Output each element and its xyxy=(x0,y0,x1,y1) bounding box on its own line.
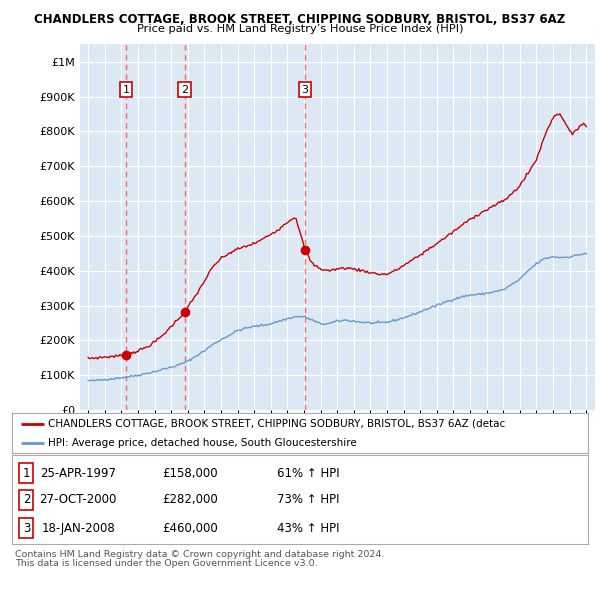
Text: 3: 3 xyxy=(301,84,308,94)
Text: 25-APR-1997: 25-APR-1997 xyxy=(40,467,116,480)
Text: This data is licensed under the Open Government Licence v3.0.: This data is licensed under the Open Gov… xyxy=(15,559,317,568)
Text: 61% ↑ HPI: 61% ↑ HPI xyxy=(277,467,340,480)
Text: 1: 1 xyxy=(23,467,30,480)
Text: 27-OCT-2000: 27-OCT-2000 xyxy=(40,493,117,506)
Text: 43% ↑ HPI: 43% ↑ HPI xyxy=(277,522,340,535)
Text: £282,000: £282,000 xyxy=(163,493,218,506)
Text: 1: 1 xyxy=(122,84,130,94)
Text: Price paid vs. HM Land Registry’s House Price Index (HPI): Price paid vs. HM Land Registry’s House … xyxy=(137,24,463,34)
Text: 18-JAN-2008: 18-JAN-2008 xyxy=(41,522,115,535)
Text: 2: 2 xyxy=(181,84,188,94)
Text: £158,000: £158,000 xyxy=(163,467,218,480)
Text: 2: 2 xyxy=(23,493,30,506)
Text: £460,000: £460,000 xyxy=(163,522,218,535)
Text: 73% ↑ HPI: 73% ↑ HPI xyxy=(277,493,340,506)
Text: CHANDLERS COTTAGE, BROOK STREET, CHIPPING SODBURY, BRISTOL, BS37 6AZ (detac: CHANDLERS COTTAGE, BROOK STREET, CHIPPIN… xyxy=(48,419,505,429)
Text: Contains HM Land Registry data © Crown copyright and database right 2024.: Contains HM Land Registry data © Crown c… xyxy=(15,550,385,559)
Text: 3: 3 xyxy=(23,522,30,535)
Text: CHANDLERS COTTAGE, BROOK STREET, CHIPPING SODBURY, BRISTOL, BS37 6AZ: CHANDLERS COTTAGE, BROOK STREET, CHIPPIN… xyxy=(34,13,566,26)
Text: HPI: Average price, detached house, South Gloucestershire: HPI: Average price, detached house, Sout… xyxy=(48,438,356,448)
